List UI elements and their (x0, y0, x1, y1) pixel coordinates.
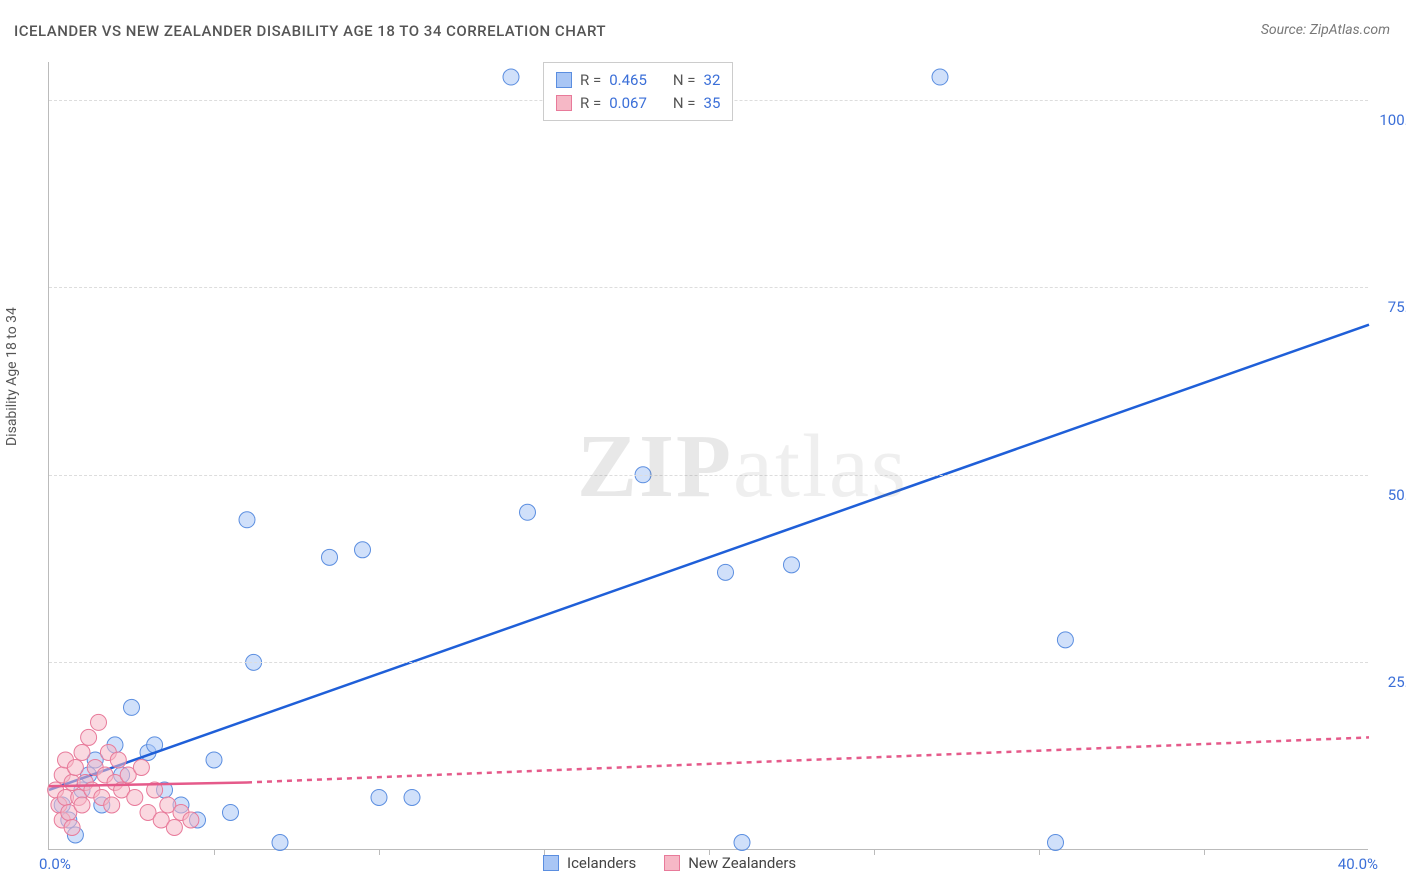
data-point (166, 819, 182, 835)
trend-line (49, 325, 1369, 790)
gridline (49, 662, 1368, 663)
legend-label: New Zealanders (688, 854, 796, 872)
legend-swatch (556, 72, 572, 88)
legend-item: New Zealanders (664, 854, 796, 872)
data-point (371, 789, 387, 805)
legend-stats-row: R = 0.067 N = 35 (556, 92, 720, 115)
legend-stats-row: R = 0.465 N = 32 (556, 69, 720, 92)
data-point (183, 812, 199, 828)
legend-swatch (556, 95, 572, 111)
y-tick-label: 75.0% (1388, 298, 1406, 316)
gridline (49, 287, 1368, 288)
data-point (67, 759, 83, 775)
legend-r-value: 0.067 (609, 92, 647, 115)
data-point (91, 714, 107, 730)
data-point (272, 834, 288, 850)
legend-r-value: 0.465 (609, 69, 647, 92)
legend-n-value: 35 (704, 92, 721, 115)
y-tick-label: 50.0% (1388, 486, 1406, 504)
data-point (64, 819, 80, 835)
data-point (74, 797, 90, 813)
x-max-label: 40.0% (1338, 855, 1378, 873)
data-point (355, 542, 371, 558)
scatter-plot (49, 62, 1368, 849)
legend-r-label: R = (580, 69, 601, 92)
data-point (223, 804, 239, 820)
legend-label: Icelanders (567, 854, 636, 872)
chart-title: ICELANDER VS NEW ZEALANDER DISABILITY AG… (14, 22, 606, 40)
data-point (503, 69, 519, 85)
legend-stats: R = 0.465 N = 32 R = 0.067 N = 35 (543, 62, 733, 121)
legend-n-label: N = (673, 69, 696, 92)
data-point (133, 759, 149, 775)
data-point (932, 69, 948, 85)
data-point (1048, 834, 1064, 850)
data-point (239, 512, 255, 528)
legend-r-label: R = (580, 92, 601, 115)
data-point (322, 549, 338, 565)
x-tick (214, 849, 215, 855)
data-point (127, 789, 143, 805)
data-point (718, 564, 734, 580)
y-axis-label: Disability Age 18 to 34 (4, 307, 20, 446)
data-point (110, 752, 126, 768)
x-min-label: 0.0% (39, 855, 71, 873)
x-tick (379, 849, 380, 855)
y-tick-label: 100.0% (1379, 111, 1406, 129)
data-point (206, 752, 222, 768)
trend-line (247, 737, 1369, 782)
data-point (104, 797, 120, 813)
data-point (124, 699, 140, 715)
data-point (1057, 632, 1073, 648)
x-tick (1039, 849, 1040, 855)
legend-swatch (543, 855, 559, 871)
source-label: Source: ZipAtlas.com (1261, 22, 1390, 38)
data-point (74, 744, 90, 760)
data-point (404, 789, 420, 805)
x-tick (874, 849, 875, 855)
data-point (81, 729, 97, 745)
data-point (784, 557, 800, 573)
data-point (734, 834, 750, 850)
plot-area: 25.0%50.0%75.0%100.0%0.0%40.0%ZIPatlas (48, 62, 1368, 850)
legend-swatch (664, 855, 680, 871)
x-tick (1204, 849, 1205, 855)
data-point (520, 504, 536, 520)
legend-n-label: N = (673, 92, 696, 115)
legend-n-value: 32 (704, 69, 721, 92)
y-tick-label: 25.0% (1388, 673, 1406, 691)
gridline (49, 475, 1368, 476)
legend-item: Icelanders (543, 854, 636, 872)
legend-series: Icelanders New Zealanders (543, 854, 796, 872)
